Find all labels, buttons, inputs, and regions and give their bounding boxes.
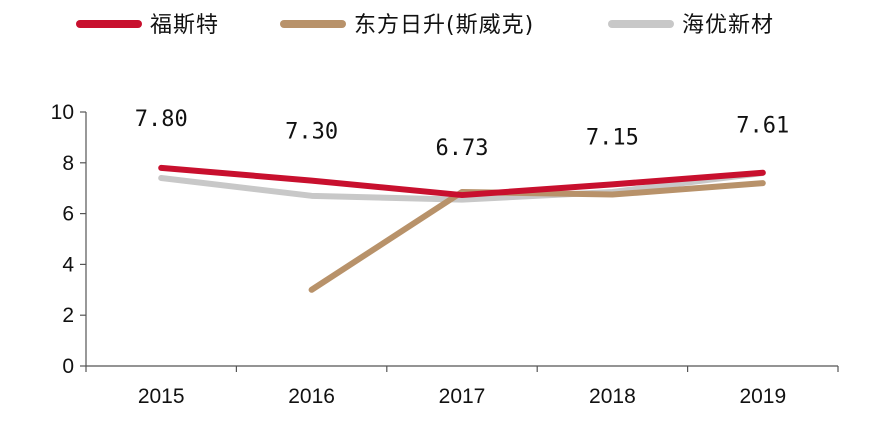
series-line-1 xyxy=(158,164,766,199)
series-line-3 xyxy=(158,169,766,203)
legend-label: 东方日升(斯威克) xyxy=(354,13,534,38)
y-tick-label: 8 xyxy=(62,152,74,175)
legend-label: 海优新材 xyxy=(682,13,774,38)
x-tick-label: 2016 xyxy=(288,385,335,408)
y-tick-label: 6 xyxy=(62,203,74,226)
axes xyxy=(85,112,838,367)
data-label: 7.61 xyxy=(736,114,789,139)
series-lines xyxy=(158,164,766,293)
data-label: 7.80 xyxy=(135,107,188,132)
y-tick-label: 0 xyxy=(62,355,74,378)
data-label: 7.15 xyxy=(586,125,639,150)
y-ticks: 0 2 4 6 8 10 xyxy=(51,101,86,378)
x-tick-label: 2018 xyxy=(589,385,636,408)
legend-label: 福斯特 xyxy=(150,13,219,38)
x-tick-label: 2015 xyxy=(138,385,185,408)
data-label: 6.73 xyxy=(436,136,489,161)
y-tick-label: 4 xyxy=(62,253,74,276)
x-ticks: 2015 2016 2017 2018 2019 xyxy=(85,366,839,408)
legend: 福斯特 东方日升(斯威克) 海优新材 xyxy=(76,13,774,38)
data-label: 7.30 xyxy=(285,120,338,145)
data-labels: 7.80 7.30 6.73 7.15 7.61 xyxy=(135,107,790,161)
y-tick-label: 10 xyxy=(51,101,74,124)
x-tick-label: 2019 xyxy=(739,385,786,408)
x-tick-label: 2017 xyxy=(439,385,486,408)
series-line-2 xyxy=(308,180,766,293)
y-tick-label: 2 xyxy=(62,304,74,327)
